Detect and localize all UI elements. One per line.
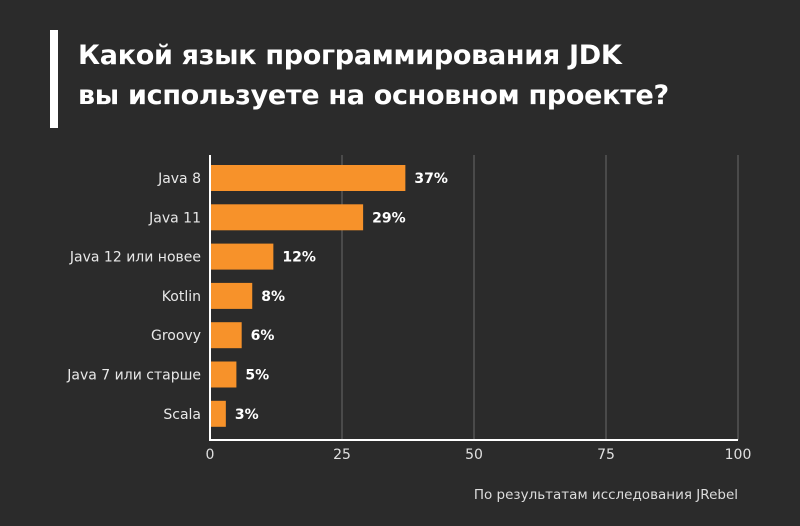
- title-line-2: вы используете на основном проекте?: [78, 80, 669, 111]
- source-note: По результатам исследования JRebel: [473, 487, 738, 503]
- category-label: Kotlin: [162, 289, 201, 305]
- category-label: Groovy: [151, 328, 201, 344]
- bar: [210, 361, 237, 388]
- bar: [210, 400, 226, 427]
- value-label: 3%: [235, 407, 259, 423]
- x-tick-label: 0: [206, 447, 215, 463]
- x-tick-label: 100: [725, 447, 752, 463]
- title-accent-bar: [50, 30, 58, 128]
- category-label: Java 7 или старше: [66, 368, 201, 384]
- x-tick-label: 75: [597, 447, 615, 463]
- category-label: Java 11: [148, 210, 201, 226]
- category-label: Java 8: [157, 171, 201, 187]
- value-label: 8%: [261, 289, 285, 305]
- value-label: 12%: [282, 250, 316, 266]
- chart-title: Какой язык программирования JDK вы испол…: [78, 36, 669, 116]
- title-line-1: Какой язык программирования JDK: [78, 40, 622, 71]
- x-tick-label: 25: [333, 447, 351, 463]
- bar: [210, 243, 274, 270]
- category-label: Java 12 или новее: [69, 250, 201, 266]
- value-label: 29%: [372, 210, 406, 226]
- category-label: Scala: [163, 407, 201, 423]
- bar: [210, 282, 253, 309]
- bar: [210, 322, 242, 349]
- bar: [210, 165, 406, 191]
- x-tick-label: 50: [465, 447, 483, 463]
- bar: [210, 204, 364, 231]
- value-label: 5%: [245, 368, 269, 384]
- value-label: 37%: [414, 171, 448, 187]
- value-label: 6%: [251, 328, 275, 344]
